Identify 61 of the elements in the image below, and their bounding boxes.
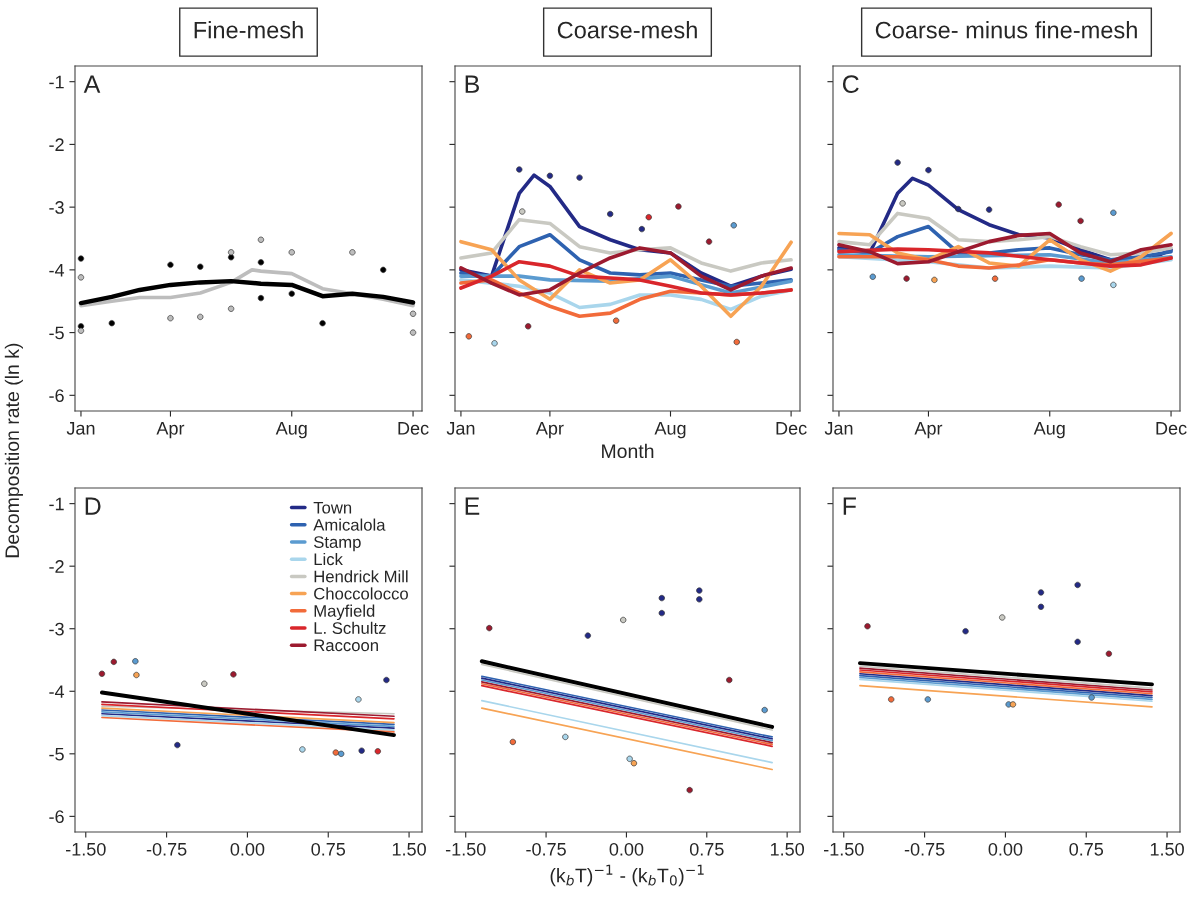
- annotation: D: [85, 497, 101, 515]
- x-tick-label: Jan: [66, 422, 95, 435]
- y-tick-label: -2: [49, 560, 64, 573]
- text: (k$_{b}$T)$^{−1}$ - (k$_{b}$T$_{0}$)$^{−1}$: [550, 864, 704, 887]
- x-tick-label: -1.50: [445, 842, 486, 856]
- annotation: C: [842, 75, 859, 93]
- y-tick-label: -1: [49, 497, 64, 511]
- legend-label: Lick: [314, 552, 343, 566]
- x-tick-label: -0.75: [526, 842, 566, 856]
- legend-label: Amicalola: [313, 518, 386, 531]
- line-series: [78, 278, 416, 306]
- legend-label: Hendrick Mill: [314, 570, 408, 583]
- x-tick-label: -0.75: [146, 842, 187, 856]
- legend-label: L. Schultz: [314, 621, 386, 634]
- x-tick-label: Dec: [1156, 422, 1187, 435]
- x-tick-label: 0.75: [1069, 842, 1104, 856]
- x-tick-label: 0.75: [689, 842, 724, 856]
- y-tick-label: -3: [49, 201, 64, 214]
- x-tick-label: Aug: [1033, 422, 1065, 439]
- x-tick-label: 1.50: [1150, 842, 1184, 856]
- x-tick-label: Apr: [535, 422, 564, 439]
- annotation: A: [83, 75, 101, 93]
- y-tick-label: -1: [49, 75, 64, 89]
- x-tick-label: 0.00: [230, 842, 265, 856]
- y-tick-label: -4: [49, 685, 65, 698]
- legend-label: Choccolocco: [314, 587, 408, 600]
- x-tick-label: Dec: [776, 422, 807, 435]
- chart-title: Coarse-mesh: [557, 21, 697, 39]
- annotation: E: [465, 497, 480, 515]
- y-tick-label: -6: [49, 810, 64, 824]
- y-tick-label: -4: [49, 263, 65, 277]
- x-axis-title: Month: [602, 443, 654, 459]
- x-tick-label: Aug: [654, 422, 686, 439]
- legend-label: Mayfield: [314, 604, 375, 621]
- legend-label: Town: [313, 501, 352, 514]
- x-tick-label: Dec: [398, 422, 429, 435]
- x-tick-label: 1.50: [392, 842, 426, 856]
- y-tick-label: -2: [49, 138, 64, 151]
- chart-title: Fine-mesh: [194, 21, 303, 39]
- x-tick-label: 0.00: [988, 842, 1023, 856]
- x-tick-label: -0.75: [904, 842, 945, 856]
- x-tick-label: 0.75: [311, 842, 346, 856]
- x-tick-label: Jan: [446, 422, 475, 435]
- chart-title: Coarse- minus fine-mesh: [875, 21, 1137, 39]
- x-tick-label: Aug: [275, 422, 307, 439]
- y-tick-label: -5: [49, 747, 64, 761]
- y-axis-title: Decomposition rate (ln k): [4, 343, 23, 558]
- x-tick-label: Apr: [914, 422, 943, 439]
- x-tick-label: Apr: [156, 422, 185, 439]
- y-tick-label: -6: [49, 389, 64, 403]
- y-tick-label: -3: [49, 622, 64, 636]
- x-tick-label: 1.50: [770, 842, 805, 856]
- legend-label: Raccoon: [314, 639, 378, 652]
- x-tick-label: 0.00: [609, 842, 644, 856]
- x-tick-label: -1.50: [66, 842, 106, 856]
- x-tick-label: -1.50: [824, 842, 864, 856]
- x-tick-label: Jan: [824, 422, 853, 435]
- y-tick-label: -5: [49, 326, 64, 340]
- legend-label: Stamp: [314, 536, 361, 552]
- annotation: F: [843, 497, 856, 515]
- annotation: B: [465, 75, 479, 93]
